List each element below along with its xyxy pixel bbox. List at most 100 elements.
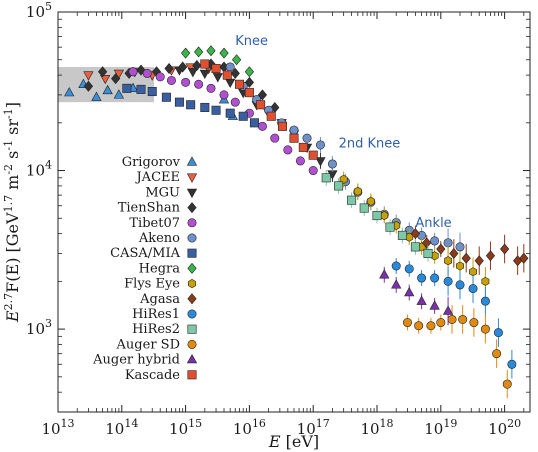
data-point — [161, 92, 171, 102]
annotation-2nd-knee: 2nd Knee — [339, 136, 401, 151]
data-point — [385, 222, 395, 232]
legend-label: CASA/MIA — [110, 246, 180, 261]
data-point — [334, 181, 344, 191]
data-point — [429, 300, 440, 310]
data-point — [302, 133, 312, 143]
series-hegra — [181, 45, 254, 78]
legend-marker — [188, 279, 196, 289]
data-point — [422, 237, 432, 249]
legend-label: TienShan — [118, 201, 181, 216]
data-point — [480, 296, 490, 306]
data-point — [474, 255, 484, 267]
x-tick-label: 1015 — [169, 417, 202, 438]
data-point — [507, 359, 517, 369]
annotation-ankle: Ankle — [415, 216, 451, 231]
legend-marker — [187, 202, 197, 214]
data-point — [379, 269, 390, 279]
data-point — [200, 102, 210, 112]
data-point — [174, 97, 184, 107]
legend-marker — [186, 156, 198, 166]
y-tick-label: 104 — [26, 159, 52, 180]
x-tick-label: 1016 — [233, 417, 266, 438]
data-point — [315, 140, 325, 150]
data-point — [456, 261, 464, 271]
legend-label: Kascade — [125, 368, 180, 383]
data-point — [257, 121, 267, 131]
data-point — [298, 142, 308, 152]
legend-marker — [187, 218, 197, 228]
data-point — [270, 133, 280, 143]
data-point — [295, 156, 305, 166]
data-point — [485, 250, 496, 262]
x-tick-label: 1013 — [41, 417, 74, 438]
x-tick-label: 1020 — [488, 417, 521, 438]
data-point — [410, 242, 420, 252]
legend-marker — [186, 188, 198, 199]
data-point — [468, 284, 478, 294]
data-point — [136, 64, 146, 76]
data-point — [187, 68, 199, 78]
series-agasa — [410, 225, 529, 275]
data-point — [481, 276, 490, 286]
series-auger-sd — [402, 305, 512, 399]
data-point — [444, 256, 453, 266]
data-point — [178, 61, 188, 73]
data-point — [136, 84, 146, 94]
x-tick-label: 1019 — [424, 417, 457, 438]
data-point — [186, 100, 196, 110]
legend-marker — [186, 353, 198, 364]
data-point — [192, 59, 202, 71]
legend-marker — [187, 262, 197, 274]
legend-label: Agasa — [139, 292, 180, 307]
data-point — [380, 211, 389, 221]
data-point — [244, 66, 254, 78]
data-point — [235, 79, 245, 89]
legend-marker — [187, 233, 197, 243]
legend-marker — [187, 293, 197, 305]
data-point — [493, 328, 503, 338]
data-point — [266, 111, 276, 121]
series-kascade — [200, 59, 318, 160]
data-point — [64, 86, 75, 97]
data-point — [164, 63, 174, 75]
data-point — [206, 83, 216, 93]
annotation-knee: Knee — [235, 34, 268, 49]
data-point — [289, 125, 299, 135]
series-hires1 — [391, 258, 517, 379]
data-point — [211, 105, 221, 115]
legend-label: MGU — [145, 185, 180, 200]
series-casa-mia — [122, 83, 259, 128]
series-hires2 — [321, 169, 433, 262]
data-point — [443, 276, 453, 286]
data-point — [83, 80, 94, 92]
data-point — [232, 54, 242, 66]
series-tibet07 — [128, 67, 318, 176]
data-point — [244, 76, 254, 88]
data-point — [211, 64, 221, 74]
data-point — [225, 108, 235, 118]
data-point — [366, 196, 375, 206]
data-point — [244, 88, 254, 98]
legend-label: HiRes1 — [132, 307, 180, 322]
data-point — [308, 150, 318, 160]
data-point — [442, 305, 454, 315]
data-point — [449, 247, 459, 259]
data-point — [502, 379, 512, 389]
data-point — [321, 173, 331, 183]
data-point — [194, 46, 204, 58]
legend-marker — [186, 173, 198, 183]
data-point — [430, 273, 440, 283]
data-point — [359, 203, 369, 213]
data-point — [416, 295, 427, 305]
data-point — [206, 45, 216, 57]
legend-label: JACEE — [134, 170, 180, 185]
data-point — [219, 47, 229, 59]
data-point — [181, 47, 191, 59]
data-point — [83, 71, 94, 81]
legend-label: Hegra — [139, 261, 181, 276]
data-point — [430, 236, 440, 246]
data-point — [113, 69, 125, 80]
data-point — [194, 79, 204, 89]
data-point — [404, 286, 415, 297]
data-point — [500, 243, 510, 255]
